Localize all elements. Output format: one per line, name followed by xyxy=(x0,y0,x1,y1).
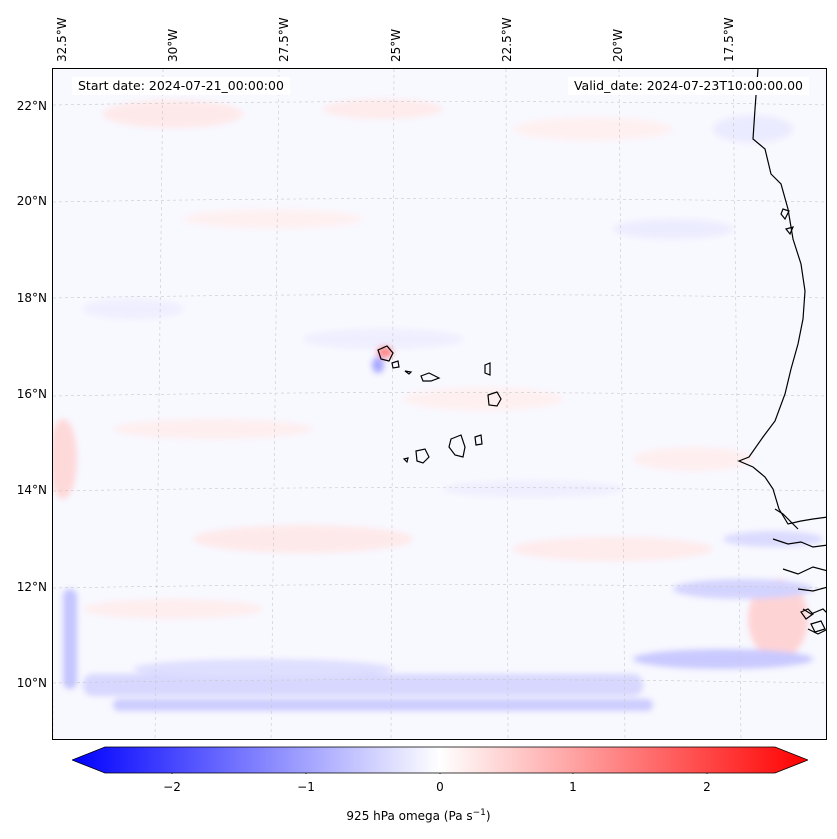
lon-label-22-5w: 22.5°W xyxy=(500,17,514,62)
colorbar-tick: −1 xyxy=(297,780,315,794)
lon-label-27-5w: 27.5°W xyxy=(277,17,291,62)
lon-label-17-5w: 17.5°W xyxy=(722,17,736,62)
colorbar-fill xyxy=(72,746,808,774)
lon-label-25w: 25°W xyxy=(389,28,403,62)
lon-label-32-5w: 32.5°W xyxy=(55,17,69,62)
lat-label-14n: 14°N xyxy=(16,483,47,497)
lat-label-12n: 12°N xyxy=(16,580,47,594)
omega-contours xyxy=(53,99,823,711)
colorbar xyxy=(72,746,808,774)
colorbar-label: 925 hPa omega (Pa s−1) xyxy=(346,808,491,823)
lat-label-22n: 22°N xyxy=(16,99,47,113)
lat-label-20n: 20°N xyxy=(16,194,47,208)
colorbar-tick: −2 xyxy=(163,780,181,794)
colorbar-tick: 2 xyxy=(703,780,711,794)
colorbar-tick: 1 xyxy=(569,780,577,794)
lat-label-16n: 16°N xyxy=(16,387,47,401)
lon-label-20w: 20°W xyxy=(611,28,625,62)
valid-date-label: Valid_date: 2024-07-23T10:00:00.00 xyxy=(567,77,809,95)
omega-field-map xyxy=(53,69,826,739)
start-date-label: Start date: 2024-07-21_00:00:00 xyxy=(72,77,290,95)
lat-label-10n: 10°N xyxy=(16,676,47,690)
lat-label-18n: 18°N xyxy=(16,291,47,305)
lon-label-30w: 30°W xyxy=(166,28,180,62)
graticule xyxy=(53,69,826,739)
map-panel[interactable] xyxy=(52,68,827,740)
coastlines xyxy=(377,69,826,635)
colorbar-tick: 0 xyxy=(436,780,444,794)
